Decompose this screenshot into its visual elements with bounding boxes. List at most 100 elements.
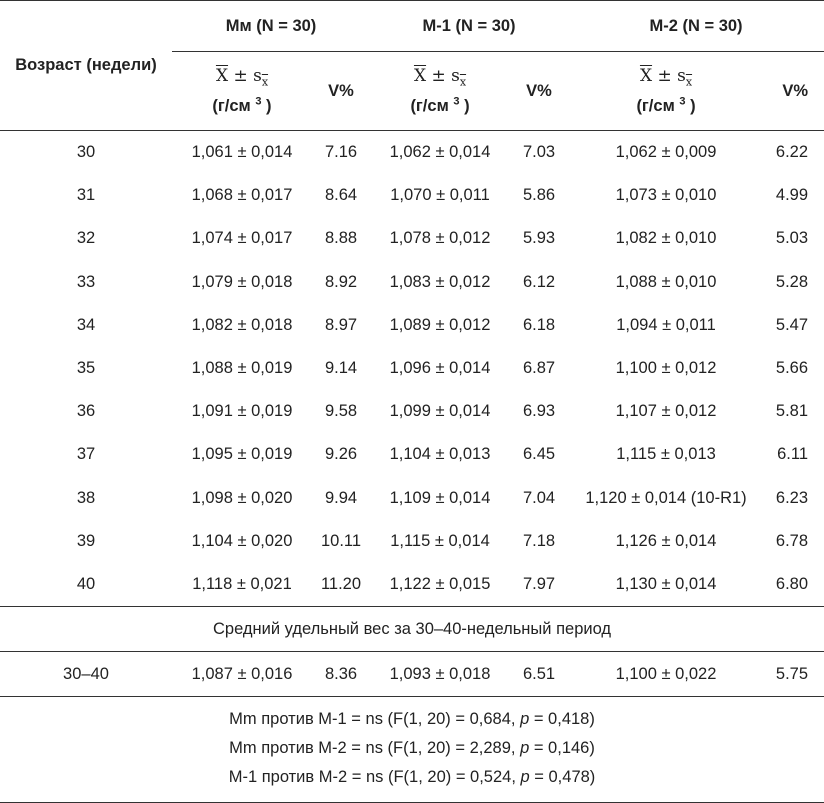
age-column-header: Возраст (недели) xyxy=(0,0,172,131)
m2-v-cell: 6.23 xyxy=(775,488,809,507)
mm-value-cell: 1,118 ± 0,021 xyxy=(192,574,292,593)
mean-m1-v: 6.51 xyxy=(510,651,569,698)
m1-value-cell: 1,083 ± 0,012 xyxy=(389,272,491,291)
v-header-m1: V% xyxy=(510,51,569,131)
table-row: 39 1,104 ± 0,020 10.11 1,115 ± 0,014 7.18 1,1… xyxy=(0,520,824,563)
stat-header-mm: X ± sx (г/см 3 ) xyxy=(172,51,312,131)
age-cell: 40 xyxy=(76,574,96,593)
m1-v-cell: 5.86 xyxy=(522,186,556,205)
m1-v-cell: 6.12 xyxy=(522,272,556,291)
m2-value-cell: 1,130 ± 0,014 xyxy=(615,574,717,593)
mm-value-cell: 1,079 ± 0,018 xyxy=(191,272,293,291)
mean-label-row: Средний удельный вес за 30–40-недельный … xyxy=(0,606,824,653)
mean-m2-v: 5.75 xyxy=(764,651,824,698)
stat-formula: X ± sx xyxy=(639,65,693,88)
m2-value-cell: 1,100 ± 0,012 xyxy=(615,359,717,378)
m1-value-cell: 1,104 ± 0,013 xyxy=(389,445,491,464)
stat-unit: (г/см 3 ) xyxy=(636,95,696,116)
m1-value-cell: 1,099 ± 0,014 xyxy=(389,402,491,421)
age-cell: 32 xyxy=(76,229,96,248)
mm-v-cell: 8.88 xyxy=(324,229,358,248)
m1-value-cell: 1,122 ± 0,015 xyxy=(389,574,491,593)
data-rows: 30 1,061 ± 0,014 7.16 1,062 ± 0,014 7.03 1,06… xyxy=(0,131,824,607)
age-cell: 30 xyxy=(76,143,96,162)
m1-v-cell: 6.45 xyxy=(522,445,556,464)
note-line: Mm против М-1 = ns (F(1, 20) = 0,684, p … xyxy=(229,710,595,729)
age-cell: 36 xyxy=(76,402,96,421)
m2-value-cell: 1,115 ± 0,013 xyxy=(616,445,716,464)
mm-v-cell: 9.94 xyxy=(324,488,358,507)
m1-value-cell: 1,078 ± 0,012 xyxy=(389,229,491,248)
header-row-stats: X ± sx (г/см 3 ) V% X ± sx (г/см 3 ) V% … xyxy=(0,51,824,131)
m2-v-cell: 6.22 xyxy=(775,143,809,162)
mean-row: 30–40 1,087 ± 0,016 8.36 1,093 ± 0,018 6… xyxy=(0,651,824,698)
notes-cell: Mm против М-1 = ns (F(1, 20) = 0,684, p … xyxy=(0,696,824,803)
m2-value-cell: 1,082 ± 0,010 xyxy=(615,229,717,248)
table-row: 40 1,118 ± 0,021 11.20 1,122 ± 0,015 7.97 1,1… xyxy=(0,563,824,607)
m1-value-cell: 1,115 ± 0,014 xyxy=(390,531,490,550)
m1-v-cell: 6.18 xyxy=(522,315,556,334)
m1-v-cell: 7.18 xyxy=(522,531,556,550)
header-row-groups: Возраст (недели) Мм (N = 30) М-1 (N = 30… xyxy=(0,0,824,131)
stat-unit: (г/см 3 ) xyxy=(410,95,470,116)
v-header-m2: V% xyxy=(764,51,824,131)
m1-v-cell: 6.87 xyxy=(522,359,556,378)
mm-value-cell: 1,091 ± 0,019 xyxy=(191,402,293,421)
mean-m2: 1,100 ± 0,022 xyxy=(568,651,765,698)
stat-header-m2: X ± sx (г/см 3 ) xyxy=(568,51,765,131)
mm-value-cell: 1,098 ± 0,020 xyxy=(191,488,293,507)
m2-value-cell: 1,120 ± 0,014 (10-R1) xyxy=(585,488,747,507)
table-row: 30 1,061 ± 0,014 7.16 1,062 ± 0,014 7.03 1,06… xyxy=(0,131,824,175)
age-cell: 38 xyxy=(76,488,96,507)
m2-value-cell: 1,062 ± 0,009 xyxy=(615,143,717,162)
note-line: Mm против М-2 = ns (F(1, 20) = 2,289, p … xyxy=(229,739,595,758)
m2-v-cell: 5.03 xyxy=(775,229,809,248)
mean-label: Средний удельный вес за 30–40-недельный … xyxy=(0,606,824,653)
m2-v-cell: 5.66 xyxy=(775,359,809,378)
mm-value-cell: 1,068 ± 0,017 xyxy=(191,186,293,205)
m1-v-cell: 7.04 xyxy=(522,488,556,507)
mm-value-cell: 1,095 ± 0,019 xyxy=(191,445,293,464)
m2-value-cell: 1,094 ± 0,011 xyxy=(616,315,716,334)
table-row: 33 1,079 ± 0,018 8.92 1,083 ± 0,012 6.12 1,08… xyxy=(0,261,824,304)
mean-mm: 1,087 ± 0,016 xyxy=(172,651,312,698)
mean-age: 30–40 xyxy=(0,651,172,698)
m2-v-cell: 4.99 xyxy=(775,186,809,205)
mm-v-cell: 8.92 xyxy=(324,272,358,291)
m1-value-cell: 1,096 ± 0,014 xyxy=(389,359,491,378)
m2-v-cell: 6.80 xyxy=(775,574,809,593)
group-header-mm: Мм (N = 30) xyxy=(172,0,371,52)
m2-value-cell: 1,107 ± 0,012 xyxy=(615,402,717,421)
age-cell: 33 xyxy=(76,272,96,291)
m1-value-cell: 1,109 ± 0,014 xyxy=(389,488,491,507)
group-header-m1: М-1 (N = 30) xyxy=(370,0,569,52)
m1-value-cell: 1,062 ± 0,014 xyxy=(389,143,491,162)
m1-value-cell: 1,070 ± 0,011 xyxy=(390,186,490,205)
m2-v-cell: 5.28 xyxy=(775,272,809,291)
mm-value-cell: 1,088 ± 0,019 xyxy=(191,359,293,378)
m2-value-cell: 1,073 ± 0,010 xyxy=(615,186,717,205)
stat-formula: X ± sx xyxy=(413,65,467,88)
age-cell: 34 xyxy=(76,315,96,334)
mm-v-cell: 7.16 xyxy=(324,143,358,162)
table-row: 35 1,088 ± 0,019 9.14 1,096 ± 0,014 6.87 1,10… xyxy=(0,347,824,390)
stat-unit: (г/см 3 ) xyxy=(212,95,272,116)
note-line: М-1 против М-2 = ns (F(1, 20) = 0,524, p… xyxy=(228,768,596,787)
mm-v-cell: 11.20 xyxy=(320,574,362,593)
group-header-m2: М-2 (N = 30) xyxy=(568,0,824,52)
m2-v-cell: 5.47 xyxy=(775,315,809,334)
v-header-mm: V% xyxy=(312,51,371,131)
mm-v-cell: 9.26 xyxy=(324,445,358,464)
m2-v-cell: 6.78 xyxy=(775,531,809,550)
notes-row: Mm против М-1 = ns (F(1, 20) = 0,684, p … xyxy=(0,696,824,803)
mm-value-cell: 1,074 ± 0,017 xyxy=(191,229,293,248)
stat-header-m1: X ± sx (г/см 3 ) xyxy=(370,51,511,131)
mean-mm-v: 8.36 xyxy=(312,651,371,698)
stat-formula: X ± sx xyxy=(215,65,269,88)
mean-m1: 1,093 ± 0,018 xyxy=(370,651,511,698)
m1-v-cell: 5.93 xyxy=(522,229,556,248)
mm-value-cell: 1,104 ± 0,020 xyxy=(191,531,293,550)
mm-v-cell: 8.64 xyxy=(324,186,358,205)
